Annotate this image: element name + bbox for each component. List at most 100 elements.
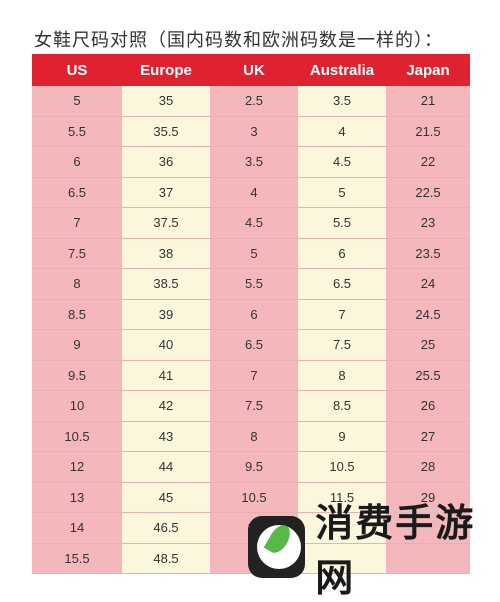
table-row: 9 40 6.5 7.5 25 (32, 330, 470, 361)
cell-uk: 8 (210, 421, 298, 452)
cell-australia (298, 543, 386, 574)
cell-australia: 10.5 (298, 452, 386, 483)
cell-us: 10 (32, 391, 122, 422)
cell-japan: 25.5 (386, 360, 470, 391)
cell-europe: 38 (122, 238, 210, 269)
cell-japan: 25 (386, 330, 470, 361)
cell-uk: 6 (210, 299, 298, 330)
cell-australia (298, 513, 386, 544)
cell-australia: 7.5 (298, 330, 386, 361)
cell-uk: 3 (210, 116, 298, 147)
cell-japan: 22 (386, 147, 470, 178)
cell-us: 15.5 (32, 543, 122, 574)
cell-australia: 4.5 (298, 147, 386, 178)
cell-europe: 40 (122, 330, 210, 361)
cell-europe: 42 (122, 391, 210, 422)
cell-europe: 37.5 (122, 208, 210, 239)
cell-us: 7 (32, 208, 122, 239)
cell-australia: 4 (298, 116, 386, 147)
table-row: 8.5 39 6 7 24.5 (32, 299, 470, 330)
table-row: 5 35 2.5 3.5 21 (32, 86, 470, 117)
table-row: 10.5 43 8 9 27 (32, 421, 470, 452)
cell-us: 9.5 (32, 360, 122, 391)
cell-europe: 35.5 (122, 116, 210, 147)
table-row: 5.5 35.5 3 4 21.5 (32, 116, 470, 147)
cell-japan: 29 (386, 482, 470, 513)
cell-us: 6 (32, 147, 122, 178)
site-watermark: www.xinnanwang.com (380, 506, 470, 516)
cell-us: 10.5 (32, 421, 122, 452)
column-header-us: US (66, 61, 88, 79)
cell-us: 13 (32, 482, 122, 513)
cell-us: 7.5 (32, 238, 122, 269)
leaf-badge-icon (248, 516, 306, 578)
cell-uk: 3.5 (210, 147, 298, 178)
cell-japan (386, 543, 470, 574)
cell-uk: 10.5 (210, 482, 298, 513)
cell-uk: 9.5 (210, 452, 298, 483)
cell-europe: 44 (122, 452, 210, 483)
cell-japan: 28 (386, 452, 470, 483)
cell-europe: 48.5 (122, 543, 210, 574)
table-row: 7.5 38 5 6 23.5 (32, 238, 470, 269)
cell-uk: 5 (210, 238, 298, 269)
column-header-europe: Europe (140, 61, 192, 79)
cell-europe: 45 (122, 482, 210, 513)
column-header-australia: Australia (309, 61, 375, 79)
table-body: 5 35 2.5 3.5 21 5.5 35.5 3 4 21.5 6 36 3.5 4.5 22 6.5 37… (32, 86, 470, 574)
cell-japan: 23.5 (386, 238, 470, 269)
cell-uk: 5.5 (210, 269, 298, 300)
page-title: 女鞋尺码对照（国内码数和欧洲码数是一样的）： (34, 30, 443, 51)
cell-us: 14 (32, 513, 122, 544)
table-header: US Europe UK Australia Japan (32, 54, 470, 86)
cell-europe: 36 (122, 147, 210, 178)
table-row: 9.5 41 7 8 25.5 (32, 360, 470, 391)
cell-japan: 21 (386, 86, 470, 117)
cell-japan: 26 (386, 391, 470, 422)
cell-europe: 39 (122, 299, 210, 330)
table-row: 13 45 10.5 11.5 29 (32, 482, 470, 513)
table-row: 8 38.5 5.5 6.5 24 (32, 269, 470, 300)
cell-uk: 7.5 (210, 391, 298, 422)
cell-australia: 5 (298, 177, 386, 208)
cell-uk: 2.5 (210, 86, 298, 117)
table-row: 7 37.5 4.5 5.5 23 (32, 208, 470, 239)
cell-australia: 3.5 (298, 86, 386, 117)
cell-australia: 6 (298, 238, 386, 269)
cell-europe: 43 (122, 421, 210, 452)
cell-us: 9 (32, 330, 122, 361)
table-row: 12 44 9.5 10.5 28 (32, 452, 470, 483)
cell-europe: 46.5 (122, 513, 210, 544)
cell-australia: 8.5 (298, 391, 386, 422)
cell-europe: 37 (122, 177, 210, 208)
cell-australia: 7 (298, 299, 386, 330)
cell-us: 6.5 (32, 177, 122, 208)
cell-australia: 6.5 (298, 269, 386, 300)
table-row: 6.5 37 4 5 22.5 (32, 177, 470, 208)
cell-uk: 6.5 (210, 330, 298, 361)
table-row: 10 42 7.5 8.5 26 (32, 391, 470, 422)
cell-japan: 24 (386, 269, 470, 300)
cell-australia: 9 (298, 421, 386, 452)
cell-japan: 24.5 (386, 299, 470, 330)
cell-japan: 27 (386, 421, 470, 452)
cell-europe: 38.5 (122, 269, 210, 300)
cell-australia: 8 (298, 360, 386, 391)
site-logo: 消费手游网 (248, 501, 500, 600)
cell-us: 5 (32, 86, 122, 117)
cell-australia: 11.5 (298, 482, 386, 513)
cell-japan (386, 513, 470, 544)
cell-japan: 22.5 (386, 177, 470, 208)
cell-australia: 5.5 (298, 208, 386, 239)
cell-us: 5.5 (32, 116, 122, 147)
cell-japan: 23 (386, 208, 470, 239)
cell-uk: 7 (210, 360, 298, 391)
table-row: 6 36 3.5 4.5 22 (32, 147, 470, 178)
cell-europe: 35 (122, 86, 210, 117)
column-header-uk: UK (243, 61, 265, 79)
cell-uk: 4 (210, 177, 298, 208)
cell-japan: 21.5 (386, 116, 470, 147)
logo-text: 消费手游网 (315, 501, 476, 600)
cell-uk: 4.5 (210, 208, 298, 239)
cell-us: 8 (32, 269, 122, 300)
